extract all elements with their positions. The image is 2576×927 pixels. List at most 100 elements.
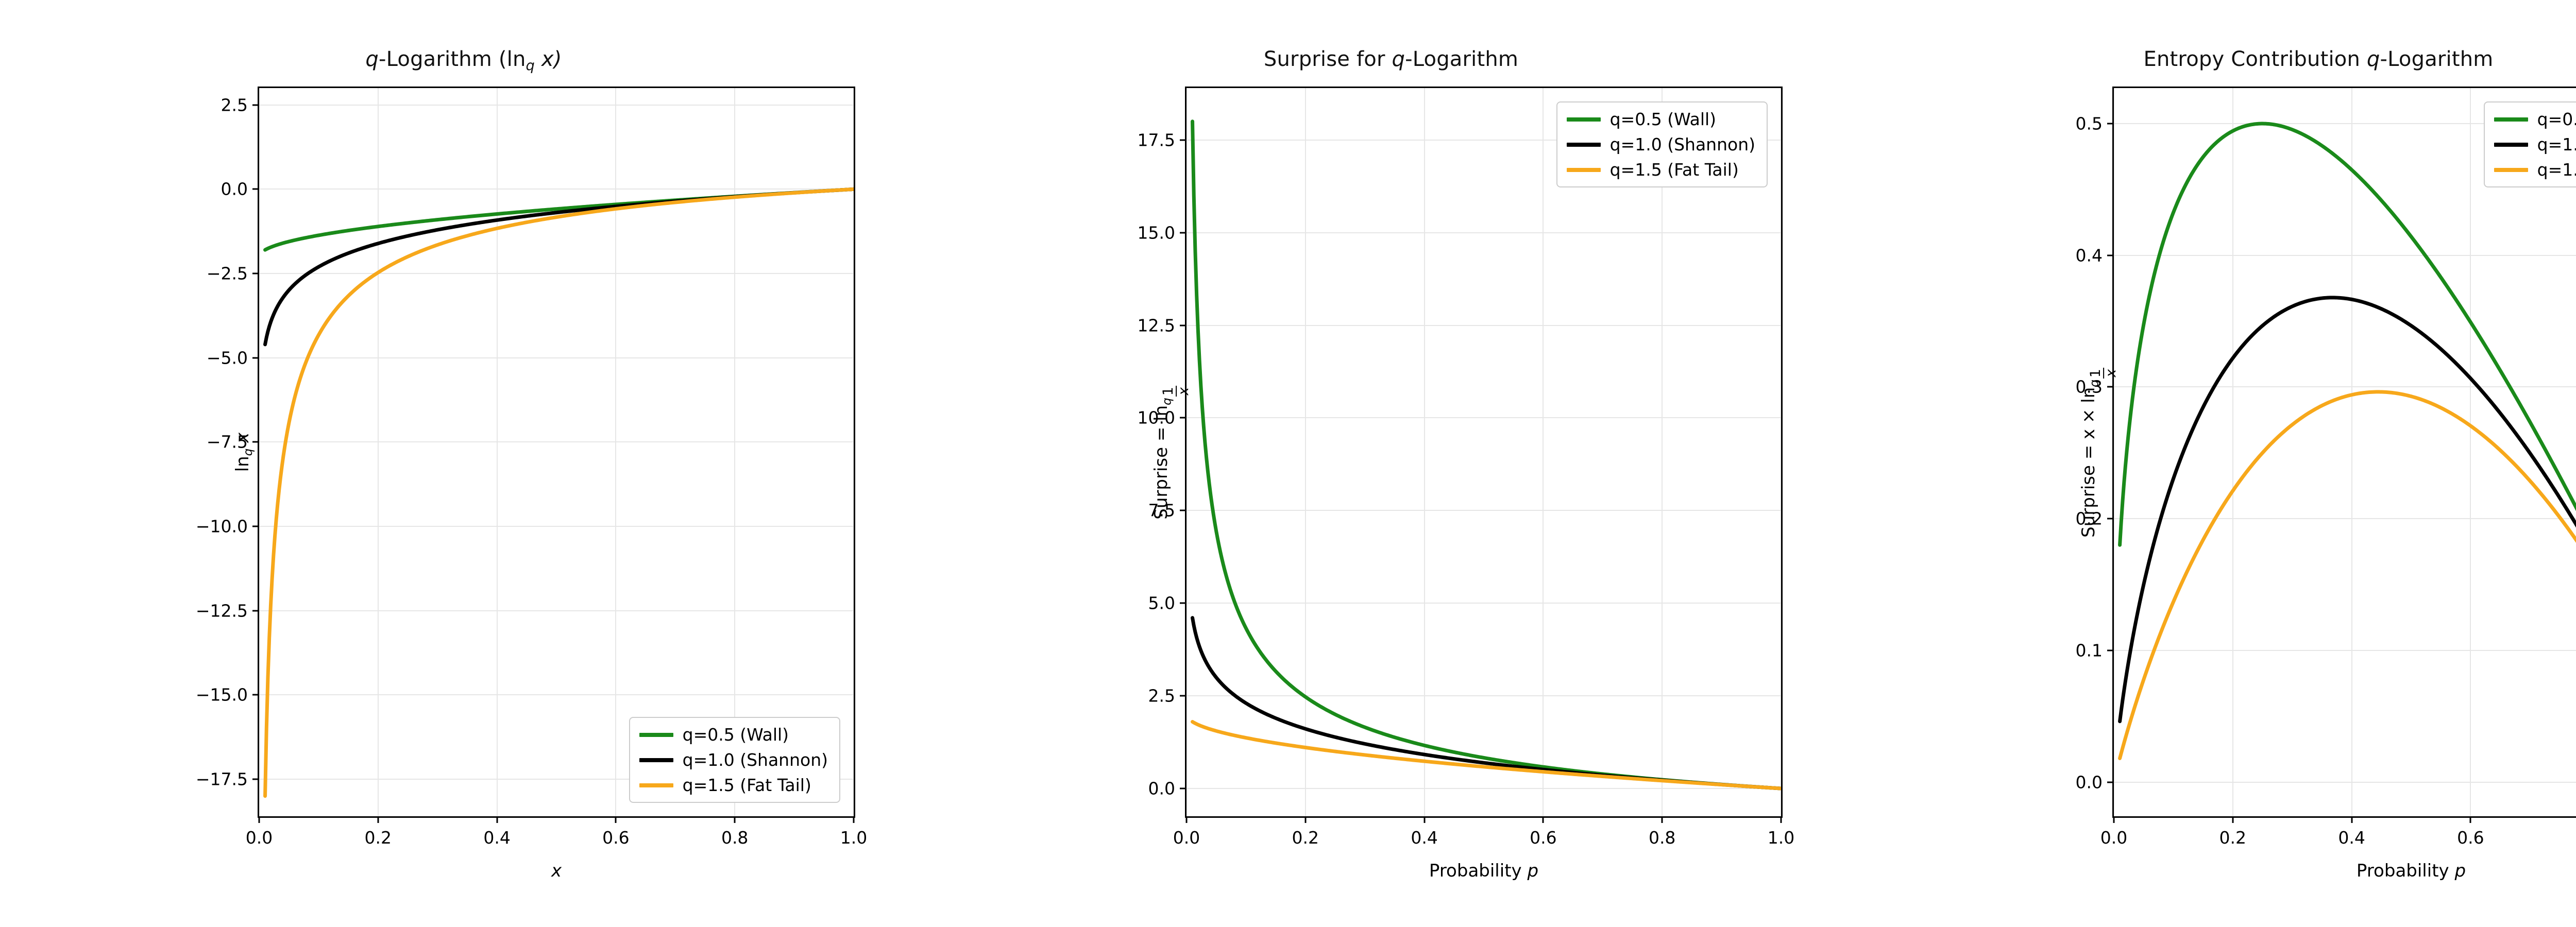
y-tick-label: −10.0 [195,516,248,537]
gridline-horizontal [259,694,854,696]
x-tick-mark [1542,816,1544,823]
x-tick-mark [377,816,379,823]
y-tick-mark [252,778,259,780]
y-tick-mark [252,441,259,443]
legend-label: q=1.0 (Shannon) [682,750,828,770]
gridline-vertical [1662,88,1663,816]
x-tick-label: 0.6 [602,828,630,848]
y-tick-mark [2107,123,2114,125]
legend-color-swatch [2494,167,2528,172]
x-tick-label: 0.0 [245,828,273,848]
panel-entropy-contribution: Entropy Contribution q-Logarithm 0.0 0.2 0… [1855,0,2576,927]
panel2-gridlines [1187,88,1781,816]
panel2-legend[interactable]: q=0.5 (Wall) q=1.0 (Shannon) q=1.5 (Fat Ta… [1556,101,1768,187]
legend-item[interactable]: q=1.5 (Fat Tail) [2494,161,2576,178]
x-tick-mark [1780,816,1782,823]
panel3-title: Entropy Contribution q-Logarithm [2143,47,2494,71]
y-tick-mark [1180,417,1187,419]
series-line-1 [265,189,854,344]
x-tick-label: 1.0 [840,828,868,848]
y-tick-label: −12.5 [195,600,248,621]
legend-label: q=0.5 (Wall) [1609,109,1717,129]
y-tick-label: 0.4 [2075,245,2103,266]
legend-item[interactable]: q=1.5 (Fat Tail) [639,777,828,794]
panel3-y-axis-label: Surprise = x × lnq 1 x [2078,368,2120,538]
panel1-axes: 0.0 0.2 0.4 0.6 0.8 1.0 2.5 0.0 −2.5 −5.0 −7.5 −10.… [196,87,867,881]
x-tick-mark [1304,816,1307,823]
legend-item[interactable]: q=1.0 (Shannon) [1566,136,1755,153]
gridline-vertical [853,88,854,816]
x-tick-label: 0.0 [1173,828,1200,848]
y-tick-label: 0.2 [2075,508,2103,529]
gridline-horizontal [1187,695,1781,697]
y-tick-label: 7.5 [1148,500,1175,521]
legend-color-swatch [2494,142,2528,147]
legend-color-swatch [2494,117,2528,122]
y-tick-mark [252,694,259,696]
gridline-horizontal [1187,417,1781,419]
gridline-vertical [1423,88,1425,816]
y-tick-mark [1180,787,1187,789]
panel1-title: q-Logarithm (lnq x) [0,47,927,74]
y-tick-mark [252,104,259,106]
gridline-vertical [2470,88,2471,816]
gridline-horizontal [1187,788,1781,789]
legend-item[interactable]: q=0.5 (Wall) [1566,109,1755,129]
x-tick-label: 0.2 [1292,828,1319,848]
panel2-x-axis-label: Probability p [1429,861,1539,881]
y-tick-label: 0.0 [221,179,248,199]
y-tick-label: 0.3 [2075,376,2103,397]
legend-color-swatch [639,758,673,762]
legend-item[interactable]: q=0.5 (Wall) [2494,111,2576,128]
x-tick-label: 0.2 [2219,828,2247,848]
gridline-horizontal [259,441,854,443]
x-tick-mark [2232,816,2234,823]
y-tick-mark [252,610,259,612]
gridline-horizontal [259,188,854,190]
x-tick-mark [1185,816,1188,823]
legend-color-swatch [1566,117,1601,122]
legend-item[interactable]: q=1.0 (Shannon) [639,751,828,768]
legend-label: q=1.0 (Shannon) [2537,134,2576,154]
y-tick-mark [1180,509,1187,511]
legend-item[interactable]: q=0.5 (Wall) [639,726,828,743]
gridline-horizontal [259,526,854,527]
gridline-horizontal [1187,232,1781,233]
gridline-horizontal [2114,781,2576,783]
gridline-vertical [2232,88,2233,816]
x-tick-label: 0.4 [2338,828,2365,848]
gridline-vertical [734,88,736,816]
legend-item[interactable]: q=1.5 (Fat Tail) [1566,161,1755,178]
x-tick-label: 0.8 [721,828,749,848]
panel1-x-axis-label: x [551,861,562,881]
y-tick-mark [1180,324,1187,327]
gridline-vertical [2351,88,2352,816]
y-tick-mark [2107,386,2114,388]
panel1-legend[interactable]: q=0.5 (Wall) q=1.0 (Shannon) q=1.5 (Fat Ta… [629,717,840,803]
legend-item[interactable]: q=1.0 (Shannon) [2494,136,2576,153]
panel1-y-axis-label: lnq x [232,432,256,472]
y-tick-label: 0.5 [2075,113,2103,134]
gridline-vertical [1543,88,1544,816]
y-tick-label: 0.1 [2075,640,2103,661]
gridline-horizontal [259,778,854,780]
x-tick-label: 0.6 [2457,828,2484,848]
legend-color-swatch [1566,167,1601,172]
panel1-title-sub: q [526,58,535,74]
gridline-horizontal [2114,649,2576,651]
x-tick-label: 1.0 [1767,828,1795,848]
y-tick-label: 2.5 [1148,685,1175,706]
panel1-gridlines [259,88,854,816]
gridline-horizontal [259,104,854,106]
x-tick-mark [2351,816,2353,823]
legend-label: q=1.5 (Fat Tail) [2537,160,2576,180]
y-tick-label: 0.0 [1148,778,1175,799]
panel3-legend[interactable]: q=0.5 (Wall) q=1.0 (Shannon) q=1.5 (Fat Ta… [2483,101,2576,187]
gridline-horizontal [259,273,854,274]
x-tick-mark [2469,816,2471,823]
y-tick-label: −7.5 [206,432,248,452]
series-line-2 [265,189,854,796]
x-tick-label: 0.4 [483,828,511,848]
